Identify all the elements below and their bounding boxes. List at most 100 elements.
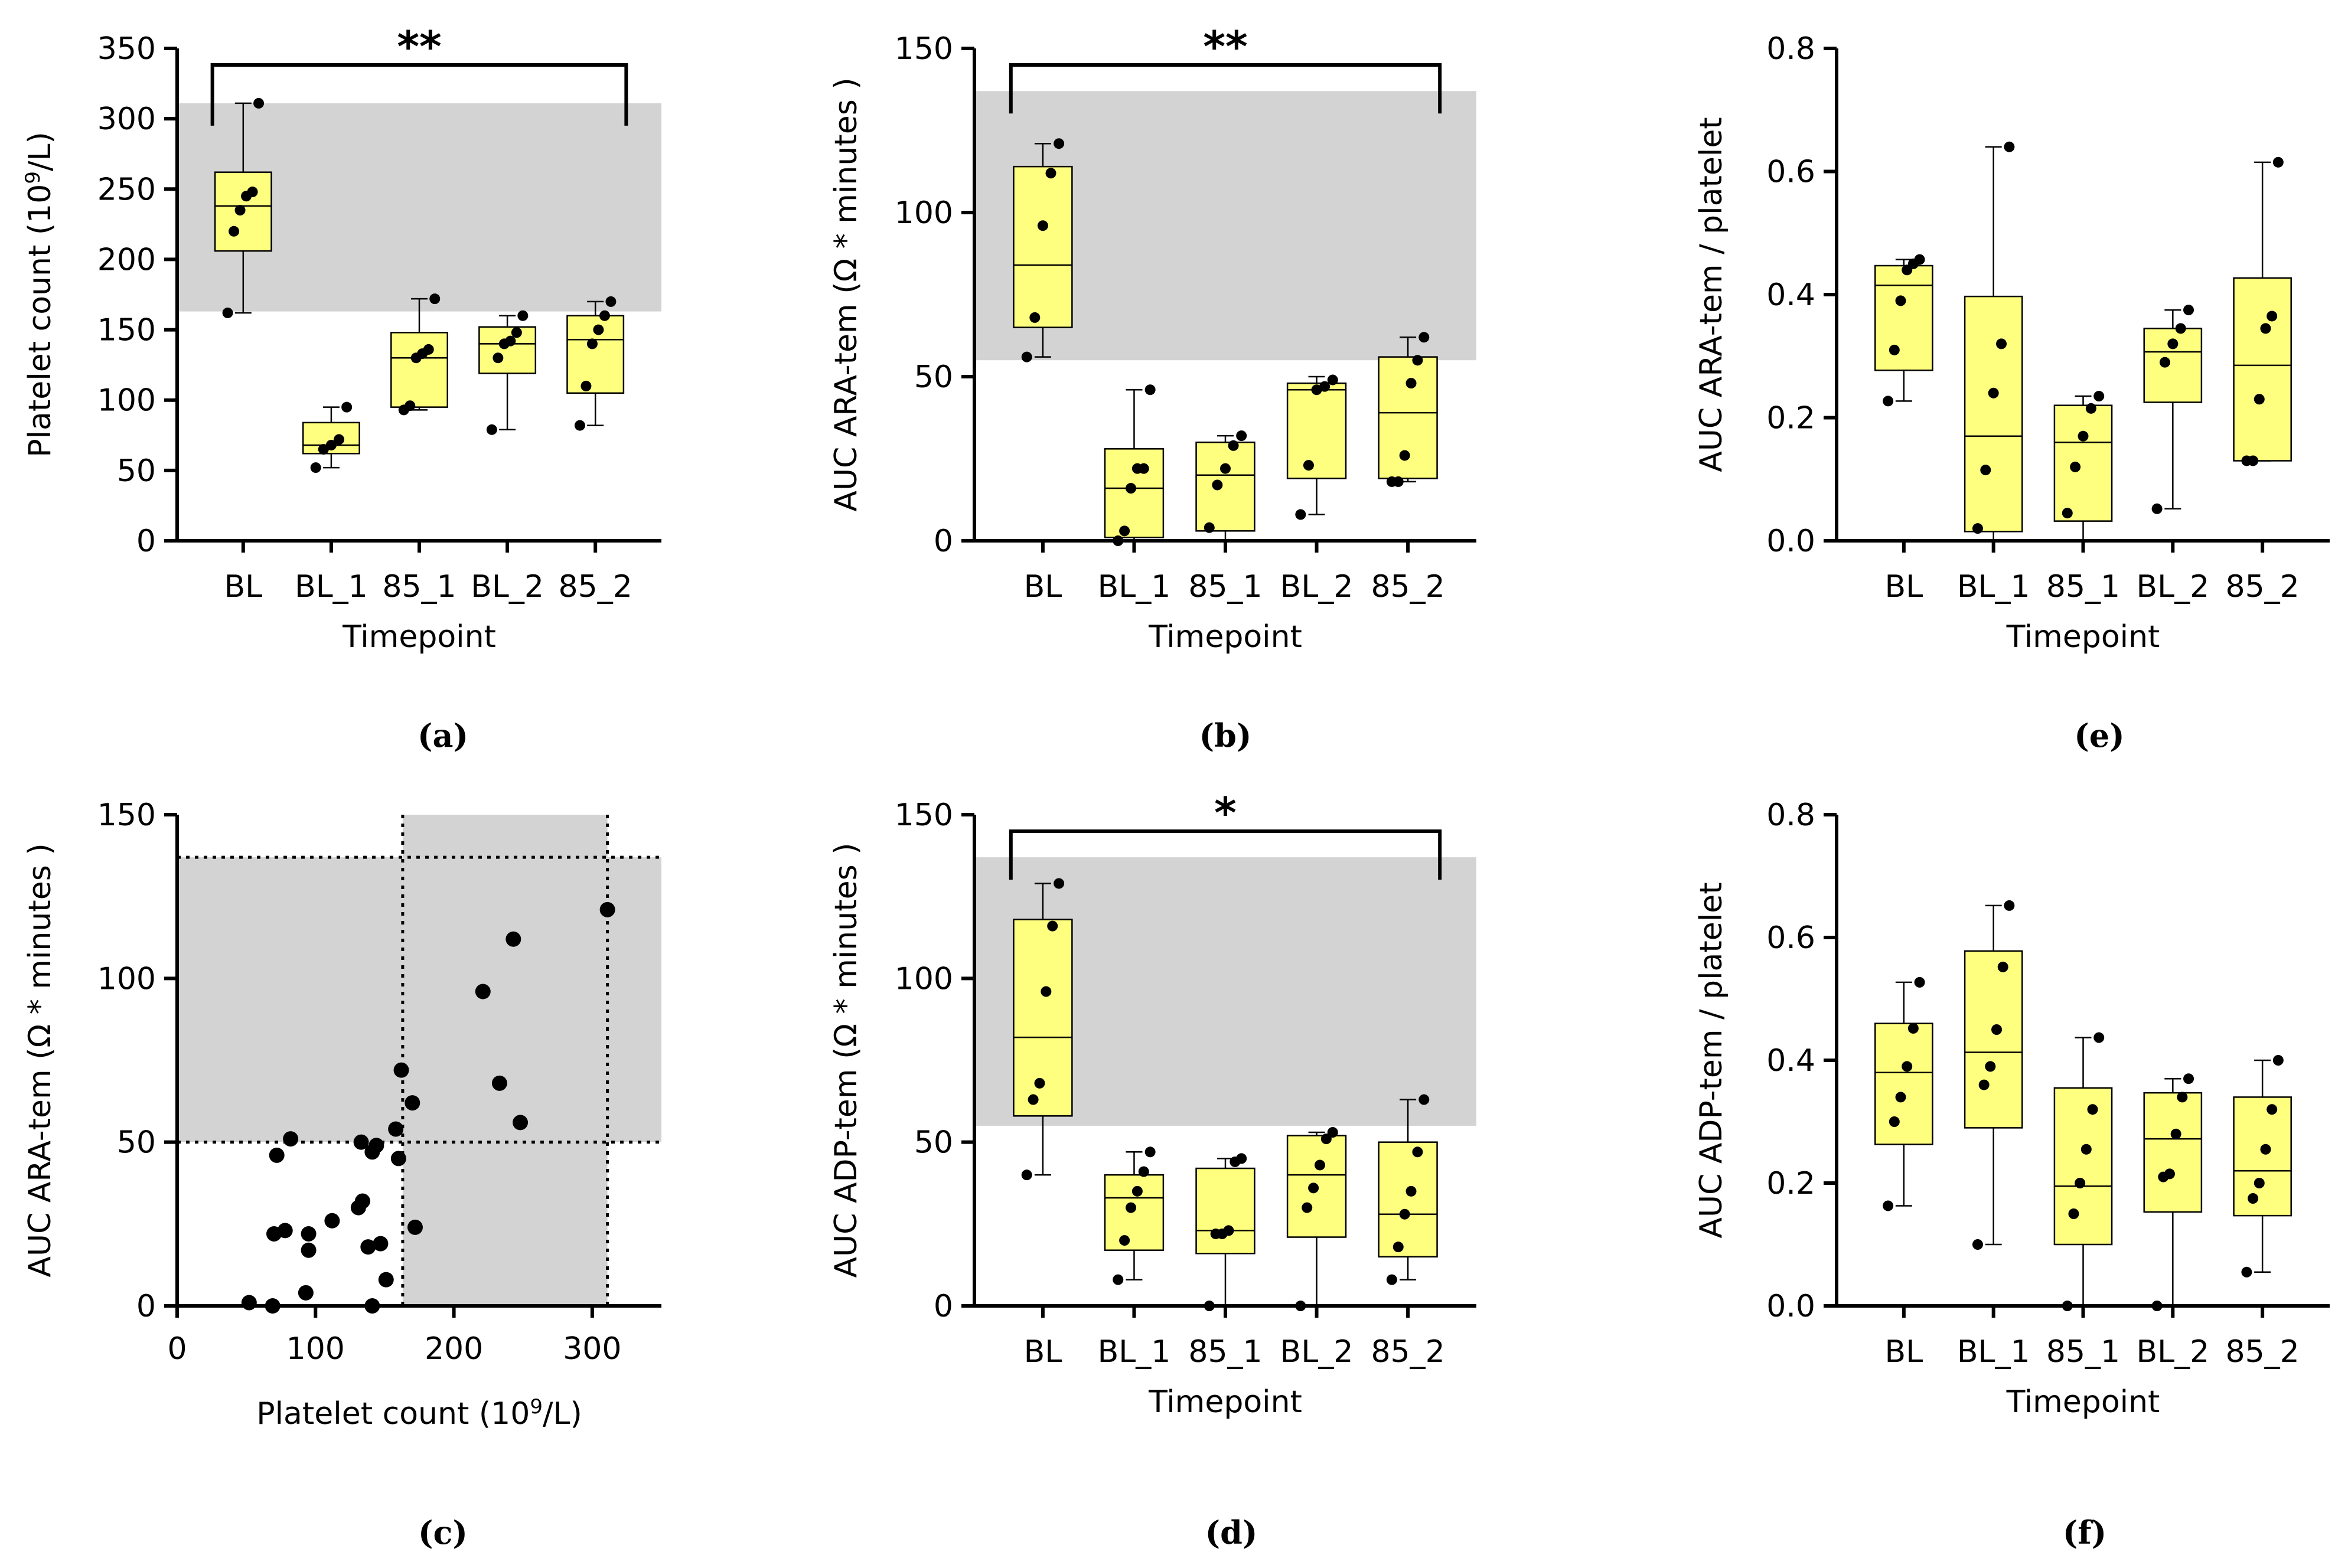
data-point: [517, 310, 529, 321]
y-tick-label: 300: [97, 102, 156, 137]
data-point: [599, 901, 615, 917]
data-point: [2093, 1032, 2105, 1043]
box-85_1: [2053, 391, 2113, 542]
y-axis-title: AUC ARA-tem / platelet: [1694, 117, 1729, 472]
data-point: [1889, 344, 1900, 355]
data-point: [2159, 357, 2170, 368]
significance-label: **: [1203, 22, 1247, 71]
x-tick-label: BL: [1885, 569, 1923, 605]
data-point: [1991, 1024, 2003, 1035]
y-axis-title-part: AUC ADP-tem / platelet: [1694, 882, 1729, 1238]
data-point: [2267, 311, 2278, 322]
data-point: [2151, 503, 2163, 514]
box-iqr: [1874, 1023, 1933, 1145]
data-point: [2062, 508, 2073, 519]
data-point: [1327, 1127, 1338, 1138]
box-85_2: [566, 296, 625, 431]
x-tick-label: 85_2: [1371, 1334, 1444, 1370]
y-axis-title-part: AUC ARA-tem (Ω * minutes ): [829, 77, 864, 511]
y-tick-label: 0.4: [1766, 1043, 1815, 1079]
data-point: [475, 984, 491, 999]
reference-y-band-left: [177, 857, 403, 1142]
box-iqr: [1104, 448, 1165, 538]
y-tick-label: 0.6: [1766, 920, 1815, 956]
data-point: [1997, 961, 2008, 972]
data-point: [586, 338, 598, 349]
data-point: [1220, 463, 1231, 474]
data-point: [1988, 387, 1999, 398]
data-point: [2004, 141, 2015, 152]
data-point: [393, 1062, 409, 1078]
data-point: [1029, 312, 1041, 323]
data-point: [2070, 461, 2081, 472]
data-point: [505, 335, 516, 347]
y-tick-label: 100: [97, 383, 156, 419]
data-point: [1041, 986, 1052, 997]
box-iqr: [1013, 165, 1073, 328]
data-point: [1045, 168, 1056, 179]
box-BL_2: [2143, 305, 2203, 514]
data-point: [407, 1219, 423, 1235]
data-point: [1126, 1202, 1137, 1213]
data-point: [2080, 1144, 2092, 1155]
data-point: [1914, 976, 1925, 988]
x-axis-title: Timepoint: [2006, 1384, 2160, 1420]
x-tick-label: BL_2: [1280, 569, 1354, 605]
y-tick-label: 50: [914, 1125, 953, 1161]
data-point: [388, 1121, 404, 1137]
data-point: [1405, 1185, 1417, 1197]
data-point: [513, 1115, 529, 1131]
data-point: [2087, 1104, 2098, 1115]
y-tick-label: 100: [97, 961, 156, 997]
panel-a: ** BL BL_1 85_1 BL_2 85_2 Timepoint 0 50 100 150 20…: [21, 22, 661, 754]
data-point: [360, 1239, 376, 1255]
data-point: [1980, 465, 1991, 476]
data-point: [354, 1193, 370, 1209]
y-axis-title-part: /L): [22, 132, 58, 171]
box-iqr: [478, 326, 537, 374]
data-point: [599, 310, 610, 321]
x-tick-label: 85_1: [1188, 569, 1262, 605]
data-point: [581, 380, 592, 391]
data-point: [405, 1095, 420, 1111]
x-tick-label: BL_1: [1098, 569, 1171, 605]
data-point: [1119, 525, 1130, 537]
data-point: [1236, 430, 1247, 442]
data-point: [1327, 374, 1338, 386]
data-point: [2075, 1178, 2086, 1188]
box-BL_1: [1104, 1146, 1165, 1285]
y-tick-label: 50: [914, 360, 953, 395]
data-point: [1204, 522, 1215, 533]
data-point: [1126, 483, 1137, 494]
box-iqr: [2053, 404, 2113, 522]
x-axis-title: Timepoint: [2006, 619, 2160, 655]
data-point: [378, 1272, 394, 1288]
data-point: [1047, 920, 1058, 932]
box-BL: [1874, 976, 1933, 1211]
panel-e: BL BL_1 85_1 BL_2 85_2 Timepoint 0.0 0.2 0.4 0.6 0…: [1694, 31, 2330, 754]
box-85_1: [2053, 1032, 2113, 1311]
box-iqr: [1195, 441, 1255, 532]
data-point: [2078, 430, 2089, 442]
x-axis-title-part: Platelet count (10: [256, 1396, 530, 1432]
panel-caption: (b): [1199, 717, 1252, 754]
box-iqr: [1286, 382, 1347, 479]
x-tick-label: BL_1: [1957, 1334, 2030, 1370]
y-tick-label: 100: [895, 195, 953, 231]
data-point: [2241, 1266, 2252, 1278]
data-point: [1138, 463, 1149, 474]
data-point: [1308, 1182, 1319, 1194]
data-point: [1311, 384, 1322, 396]
y-tick-label: 0.0: [1766, 524, 1815, 559]
panel-d: * BL BL_1 85_1 BL_2 85_2 Timepoint 0 50 100 150 AUC…: [829, 788, 1476, 1551]
x-tick-label: 85_1: [1188, 1334, 1262, 1370]
box-BL: [1013, 878, 1073, 1181]
data-point: [1399, 450, 1410, 461]
data-point: [247, 187, 258, 198]
x-tick-label: BL_2: [1280, 1334, 1354, 1370]
data-point: [2167, 338, 2179, 349]
data-point: [2254, 1178, 2265, 1188]
box-iqr: [1195, 1167, 1255, 1255]
x-tick-label: BL_1: [295, 569, 368, 605]
